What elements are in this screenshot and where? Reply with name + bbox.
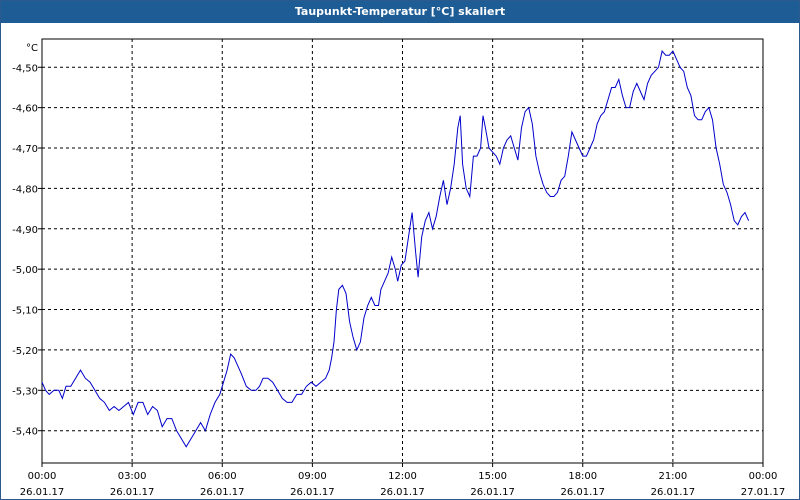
y-tick-label: -4,50: [12, 63, 38, 74]
y-tick-label: -5,10: [12, 306, 38, 317]
x-tick-label-date: 26.01.17: [380, 487, 425, 498]
grid: [42, 39, 763, 463]
y-tick-label: -4,70: [12, 144, 38, 155]
y-tick-label: -5,00: [12, 265, 38, 276]
y-tick-label: -4,90: [12, 225, 38, 236]
x-tick-label-time: 00:00: [28, 471, 57, 482]
y-tick-label: -5,20: [12, 346, 38, 357]
y-axis-ticks: -4,50 -4,60 -4,70 -4,80 -4,90 -5,00 -5,10 -5,20…: [12, 63, 42, 438]
x-tick-label-date: 26.01.17: [651, 487, 696, 498]
x-tick-label-date: 26.01.17: [470, 487, 515, 498]
series-line: [41, 50, 750, 448]
x-tick-label-date: 27.01.17: [741, 487, 786, 498]
x-tick-label-time: 18:00: [568, 471, 597, 482]
y-tick-label: -4,80: [12, 184, 38, 195]
x-tick-label-date: 26.01.17: [110, 487, 155, 498]
y-tick-label: -5,40: [12, 427, 38, 438]
x-axis-ticks: 00:00 26.01.17 03:00 26.01.17 06:00 26.01.17 0…: [20, 463, 786, 498]
x-tick-label-time: 06:00: [208, 471, 237, 482]
x-tick-label-time: 03:00: [118, 471, 147, 482]
y-tick-label: -4,60: [12, 104, 38, 115]
y-axis-unit-label: °C: [26, 43, 38, 54]
x-tick-label-time: 21:00: [658, 471, 687, 482]
x-tick-label-time: 09:00: [298, 471, 327, 482]
x-tick-label-time: 12:00: [388, 471, 417, 482]
chart-title: Taupunkt-Temperatur [°C] skaliert: [1, 1, 799, 23]
x-tick-label-date: 26.01.17: [20, 487, 65, 498]
x-tick-label-time: 00:00: [749, 471, 778, 482]
x-tick-label-date: 26.01.17: [200, 487, 245, 498]
x-tick-label-date: 26.01.17: [560, 487, 605, 498]
x-tick-label-time: 15:00: [478, 471, 507, 482]
y-tick-label: -5,30: [12, 386, 38, 397]
series-layer: [41, 50, 750, 448]
x-tick-label-date: 26.01.17: [290, 487, 335, 498]
